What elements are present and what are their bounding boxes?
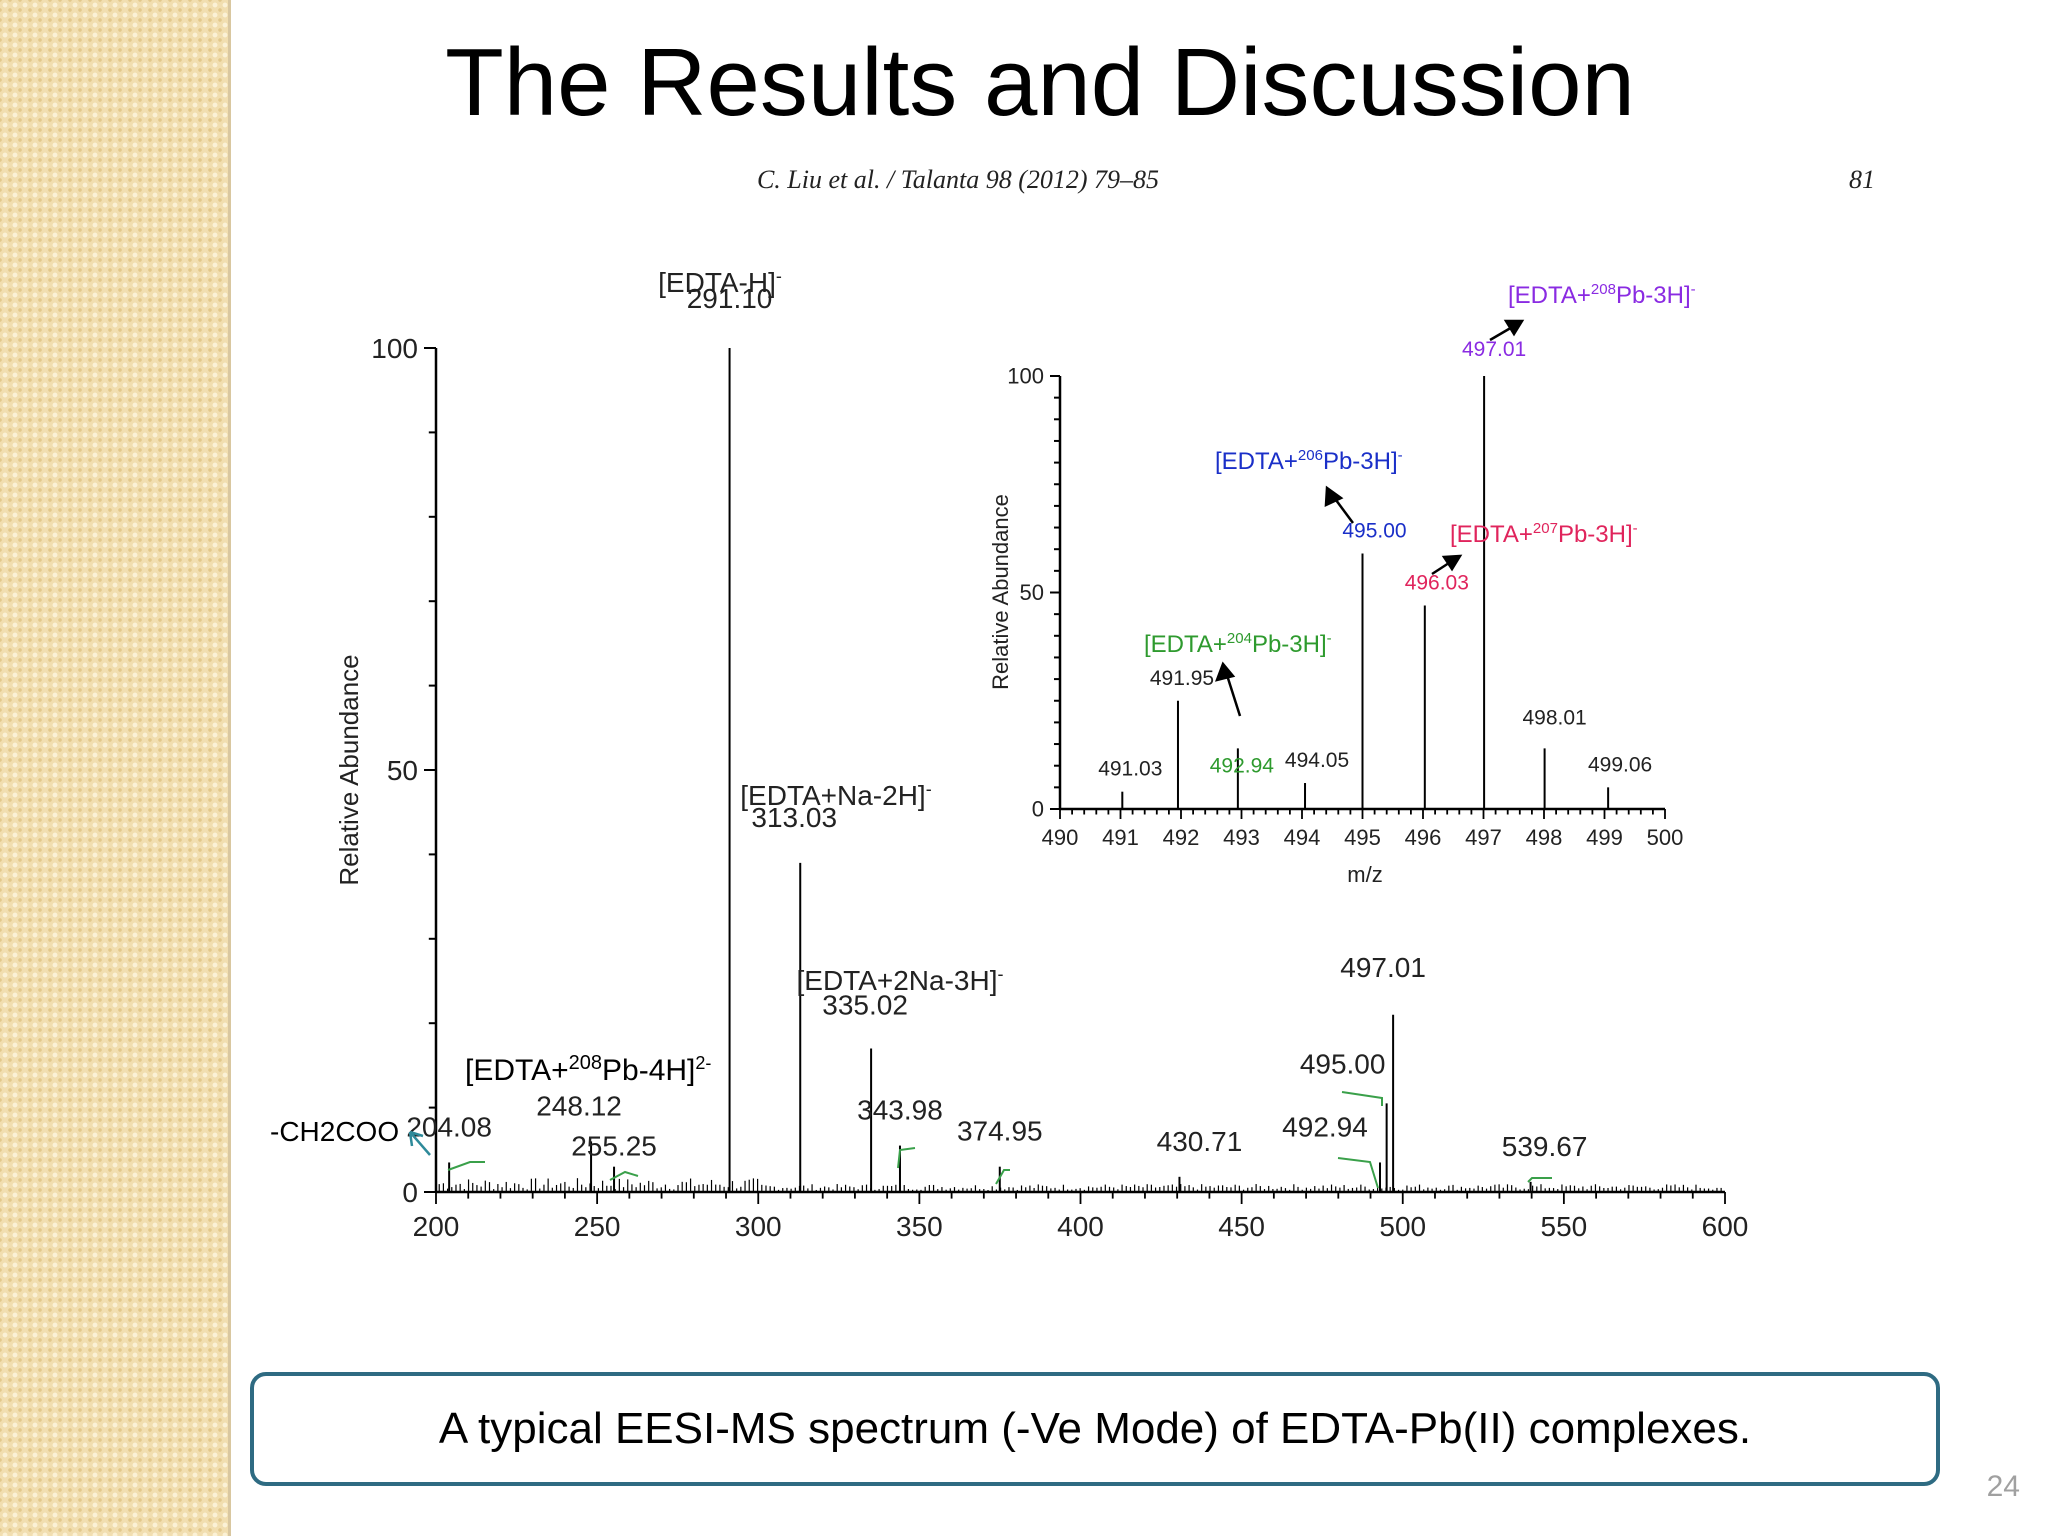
figure-citation: C. Liu et al. / Talanta 98 (2012) 79–85 [757, 165, 1159, 194]
inset-x-tick-label: 495 [1344, 825, 1381, 850]
slide-page-number: 24 [1986, 1470, 2020, 1503]
arrow-pb208-head [1503, 319, 1525, 337]
main-peak-label: 335.02 [822, 990, 908, 1021]
inset-peak-label: 491.95 [1150, 667, 1214, 690]
main-x-tick-label: 600 [1702, 1211, 1749, 1242]
ch2coo-arrow [408, 1130, 431, 1156]
arrow-pb204-head [1214, 661, 1236, 682]
main-x-tick-label: 500 [1379, 1211, 1426, 1242]
main-x-tick-label: 400 [1057, 1211, 1104, 1242]
main-x-tick-label: 200 [413, 1211, 460, 1242]
inset-peak-label: 491.03 [1098, 758, 1162, 781]
main-x-tick-label: 550 [1541, 1211, 1588, 1242]
arrow-pb207-head [1441, 554, 1463, 572]
main-peak-label: 374.95 [957, 1116, 1043, 1147]
main-peak-label: 313.03 [751, 802, 837, 833]
inset-y-axis-label: Relative Abundance [988, 494, 1013, 690]
annotation-edta-h: [EDTA-H]- [658, 266, 782, 298]
main-x-tick-label: 300 [735, 1211, 782, 1242]
inset-x-axis-label: m/z [1347, 862, 1382, 887]
main-peak-label: 430.71 [1157, 1126, 1243, 1157]
main-x-tick-label: 250 [574, 1211, 621, 1242]
inset-peak-label: 495.00 [1342, 520, 1406, 543]
inset-y-tick-label: 50 [1020, 580, 1044, 605]
main-y-axis-label: Relative Abundance [334, 654, 364, 885]
main-x-tick-label: 350 [896, 1211, 943, 1242]
inset-x-tick-label: 492 [1163, 825, 1200, 850]
main-peak-label: 204.08 [406, 1111, 492, 1142]
inset-x-tick-label: 500 [1647, 825, 1684, 850]
annotation-edta-pb-4h: [EDTA+208Pb-4H]2- [465, 1052, 711, 1087]
caption-text: A typical EESI-MS spectrum (-Ve Mode) of… [438, 1404, 1752, 1453]
main-peak-label: 495.00 [1300, 1048, 1386, 1079]
inset-x-tick-label: 493 [1223, 825, 1260, 850]
annotation-edta-2na-3h: [EDTA+2Na-3H]- [797, 964, 1004, 996]
arrow-pb204 [1224, 671, 1242, 717]
green-leader-lines [447, 1091, 1552, 1189]
main-peak-label: 492.94 [1282, 1111, 1368, 1142]
inset-x-tick-label: 494 [1284, 825, 1321, 850]
inset-x-tick-label: 499 [1586, 825, 1623, 850]
inset-peak-label: 492.94 [1210, 754, 1275, 777]
inset-peak-label: 498.01 [1522, 706, 1586, 729]
inset-x-tick-label: 498 [1526, 825, 1563, 850]
annotation-pb206: [EDTA+206Pb-3H]- [1215, 447, 1403, 475]
main-y-tick-label: 0 [402, 1177, 418, 1208]
inset-arrows [1214, 319, 1525, 717]
main-peak-label: 248.12 [536, 1090, 622, 1121]
annotation-edta-na-2h: [EDTA+Na-2H]- [740, 779, 931, 811]
main-annotations: [EDTA-H]- [EDTA+Na-2H]- [EDTA+2Na-3H]- [… [270, 266, 1552, 1189]
inset-axes: Relative Abundance m/z 0 50 100 490 491 492 4… [988, 338, 1683, 887]
inset-x-tick-label: 491 [1102, 825, 1139, 850]
main-y-tick-label: 100 [371, 333, 418, 364]
arrow-pb206-head [1324, 485, 1344, 508]
journal-page-number: 81 [1849, 165, 1875, 194]
main-x-tick-label: 450 [1218, 1211, 1265, 1242]
inset-annotations: [EDTA+204Pb-3H]- [EDTA+206Pb-3H]- [EDTA+… [1144, 281, 1696, 717]
inset-x-tick-label: 490 [1042, 825, 1079, 850]
inset-y-tick-label: 0 [1032, 797, 1044, 822]
main-peak-label: 291.10 [687, 283, 773, 314]
inset-y-tick-label: 100 [1007, 364, 1044, 389]
inset-peak-label: 494.05 [1285, 749, 1349, 772]
inset-peak-label: 499.06 [1588, 753, 1652, 776]
main-peak-label: 255.25 [571, 1131, 657, 1162]
ch2coo-label: -CH2COO [270, 1116, 399, 1147]
annotation-pb208: [EDTA+208Pb-3H]- [1508, 281, 1696, 309]
inset-peak-label: 497.01 [1462, 338, 1526, 361]
decorative-side-strip [0, 0, 228, 1536]
side-strip-edge [228, 0, 231, 1536]
slide-title: The Results and Discussion [445, 29, 1635, 136]
inset-x-tick-label: 497 [1465, 825, 1502, 850]
caption-box: A typical EESI-MS spectrum (-Ve Mode) of… [250, 1372, 1940, 1486]
main-peak-label: 539.67 [1502, 1131, 1588, 1162]
main-peak-label: 497.01 [1340, 952, 1426, 983]
annotation-pb204: [EDTA+204Pb-3H]- [1144, 630, 1332, 658]
annotation-pb207: [EDTA+207Pb-3H]- [1450, 520, 1638, 548]
main-axes: Relative Abundance 0 50 100 200 250 300 350 40… [334, 283, 1748, 1242]
main-peak-label: 343.98 [857, 1095, 943, 1126]
inset-x-tick-label: 496 [1405, 825, 1442, 850]
main-y-tick-label: 50 [387, 755, 418, 786]
inset-peak-label: 496.03 [1405, 571, 1469, 594]
